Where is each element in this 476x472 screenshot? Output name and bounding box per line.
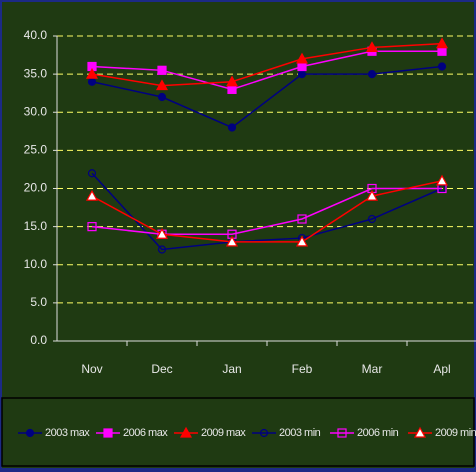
legend: 2003 max 2006 max 2009 max 2003 min 2006 min…	[18, 426, 476, 439]
series-line	[91, 42, 443, 87]
y-tick-label: 25.0	[24, 143, 48, 157]
marker	[295, 235, 309, 247]
marker	[297, 61, 307, 72]
marker	[295, 52, 309, 64]
marker	[367, 70, 377, 79]
marker	[297, 214, 307, 224]
marker	[225, 75, 239, 87]
y-tick-label: 5.0	[30, 295, 47, 309]
marker	[103, 428, 113, 438]
legend-box	[1, 397, 475, 467]
marker	[85, 189, 99, 201]
legend-label: 2003 max	[45, 427, 90, 439]
x-tick-label: Mar	[362, 362, 383, 376]
marker	[227, 84, 237, 94]
marker	[437, 46, 447, 56]
marker	[227, 123, 237, 132]
marker	[367, 214, 377, 224]
x-tick-label: Dec	[151, 362, 172, 376]
y-tick-label: 20.0	[24, 181, 48, 195]
marker	[435, 37, 449, 49]
series-line	[91, 65, 443, 129]
series-line	[91, 172, 443, 251]
y-tick-label: 0.0	[30, 333, 47, 347]
marker	[365, 189, 379, 201]
legend-label: 2009 max	[201, 427, 246, 439]
y-tick-label: 10.0	[24, 257, 48, 271]
marker	[225, 235, 239, 247]
series-line	[91, 50, 442, 91]
marker	[179, 426, 193, 438]
marker	[157, 92, 167, 102]
y-tick-label: 40.0	[24, 28, 48, 42]
marker	[297, 70, 307, 79]
series-line	[91, 187, 442, 235]
marker	[155, 228, 169, 239]
marker	[365, 41, 379, 53]
marker	[155, 79, 169, 91]
marker	[87, 222, 97, 232]
x-tick-label: Feb	[292, 362, 313, 376]
marker	[87, 77, 97, 86]
marker	[437, 62, 447, 71]
marker	[435, 174, 449, 186]
x-tick-label: Apl	[433, 362, 450, 376]
marker	[157, 245, 167, 254]
legend-label: 2003 min	[279, 427, 321, 439]
y-tick-label: 30.0	[24, 104, 48, 118]
legend-label: 2006 min	[357, 427, 399, 439]
marker	[87, 169, 97, 178]
marker	[25, 428, 35, 438]
series-line	[91, 180, 443, 243]
marker	[259, 428, 269, 438]
legend-label: 2006 max	[123, 427, 168, 439]
legend-label: 2009 min	[435, 427, 476, 439]
marker	[157, 65, 167, 75]
marker	[85, 67, 99, 79]
marker	[337, 428, 347, 438]
x-tick-label: Jan	[222, 362, 241, 376]
marker	[413, 426, 427, 438]
y-tick-label: 35.0	[24, 66, 48, 80]
x-tick-label: Nov	[81, 362, 102, 376]
y-tick-label: 15.0	[24, 219, 48, 233]
